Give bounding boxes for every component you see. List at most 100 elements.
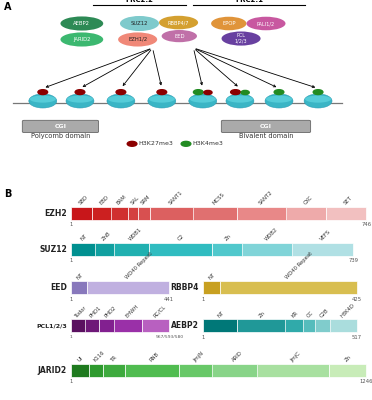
Text: VEFS: VEFS bbox=[319, 229, 332, 242]
Text: NT: NT bbox=[80, 234, 88, 242]
Text: WD40 Repeat: WD40 Repeat bbox=[125, 251, 154, 280]
Bar bbox=[326, 207, 366, 220]
Ellipse shape bbox=[149, 96, 175, 103]
Circle shape bbox=[313, 90, 323, 94]
FancyBboxPatch shape bbox=[22, 120, 99, 132]
Text: H3K4D: H3K4D bbox=[340, 302, 356, 318]
Bar bbox=[179, 364, 213, 377]
Bar bbox=[71, 364, 89, 377]
Circle shape bbox=[181, 141, 191, 146]
Text: JARID2: JARID2 bbox=[73, 37, 91, 42]
Text: 567/593/580: 567/593/580 bbox=[155, 335, 183, 339]
Bar bbox=[330, 320, 357, 332]
Text: NT: NT bbox=[76, 272, 84, 280]
Text: B: B bbox=[4, 189, 11, 199]
Bar bbox=[286, 207, 326, 220]
Circle shape bbox=[204, 90, 212, 94]
Circle shape bbox=[241, 90, 249, 94]
Ellipse shape bbox=[265, 94, 293, 108]
Text: JARID2: JARID2 bbox=[38, 366, 67, 375]
Ellipse shape bbox=[190, 96, 216, 103]
Ellipse shape bbox=[61, 32, 103, 46]
Text: 1: 1 bbox=[69, 296, 73, 302]
Text: RC/CL: RC/CL bbox=[152, 304, 166, 318]
Text: WDB1: WDB1 bbox=[128, 227, 143, 242]
Bar bbox=[125, 364, 179, 377]
Text: TR: TR bbox=[110, 354, 119, 363]
Text: PHD1: PHD1 bbox=[89, 305, 103, 318]
Text: EED: EED bbox=[50, 283, 67, 292]
Text: ZnB: ZnB bbox=[102, 231, 112, 242]
Text: 1: 1 bbox=[69, 258, 73, 263]
Text: Polycomb domain: Polycomb domain bbox=[31, 134, 90, 140]
Text: Bivalent domain: Bivalent domain bbox=[239, 134, 293, 140]
Text: CXC: CXC bbox=[303, 195, 314, 206]
Bar bbox=[92, 207, 112, 220]
Bar bbox=[292, 243, 353, 256]
Ellipse shape bbox=[159, 16, 198, 29]
Text: PALI1/2: PALI1/2 bbox=[257, 21, 275, 26]
Text: SET: SET bbox=[343, 196, 353, 206]
Bar bbox=[257, 364, 329, 377]
Ellipse shape bbox=[66, 94, 94, 108]
Ellipse shape bbox=[211, 17, 246, 30]
Text: CGI: CGI bbox=[260, 124, 272, 129]
Circle shape bbox=[116, 90, 126, 94]
Text: 517: 517 bbox=[352, 335, 362, 340]
Bar bbox=[243, 243, 292, 256]
Bar bbox=[114, 243, 149, 256]
Text: A: A bbox=[4, 2, 11, 12]
Ellipse shape bbox=[67, 96, 93, 103]
Text: EHWH: EHWH bbox=[125, 303, 140, 318]
Ellipse shape bbox=[148, 94, 176, 108]
Text: EZH1/2: EZH1/2 bbox=[128, 37, 147, 42]
Text: EPOP: EPOP bbox=[222, 21, 235, 26]
Circle shape bbox=[75, 90, 85, 94]
Bar bbox=[89, 364, 103, 377]
Text: SUZ12: SUZ12 bbox=[131, 21, 148, 26]
Bar bbox=[237, 207, 287, 220]
Text: H3K27me3: H3K27me3 bbox=[138, 141, 173, 146]
Bar bbox=[103, 364, 125, 377]
Text: PCL1/2/3: PCL1/2/3 bbox=[36, 323, 67, 328]
Bar bbox=[203, 320, 237, 332]
Ellipse shape bbox=[189, 94, 217, 108]
Text: C2B: C2B bbox=[320, 307, 330, 318]
Bar bbox=[128, 207, 138, 220]
Bar bbox=[150, 207, 193, 220]
Circle shape bbox=[157, 90, 167, 94]
Ellipse shape bbox=[29, 94, 57, 108]
Text: 425: 425 bbox=[352, 296, 362, 302]
Text: 1: 1 bbox=[69, 379, 73, 384]
Text: JmjC: JmjC bbox=[290, 351, 302, 363]
Bar bbox=[95, 243, 115, 256]
Text: SUZ12: SUZ12 bbox=[39, 245, 67, 254]
Text: BAM: BAM bbox=[116, 194, 128, 206]
Text: PRC2.2: PRC2.2 bbox=[126, 0, 153, 3]
Circle shape bbox=[127, 141, 137, 146]
Text: JmjN: JmjN bbox=[192, 351, 205, 363]
Ellipse shape bbox=[30, 96, 56, 103]
Ellipse shape bbox=[304, 94, 332, 108]
Bar bbox=[315, 320, 331, 332]
Ellipse shape bbox=[107, 94, 135, 108]
Text: MCSS: MCSS bbox=[212, 192, 226, 206]
Text: KR: KR bbox=[291, 310, 299, 318]
Ellipse shape bbox=[246, 17, 285, 30]
Text: RBBP4/7: RBBP4/7 bbox=[168, 20, 189, 25]
Text: UI: UI bbox=[76, 356, 84, 363]
Bar bbox=[304, 320, 315, 332]
Text: K116: K116 bbox=[93, 350, 106, 363]
Ellipse shape bbox=[118, 32, 157, 46]
Text: EBD: EBD bbox=[98, 195, 109, 206]
Bar bbox=[149, 243, 212, 256]
Text: 739: 739 bbox=[349, 258, 358, 263]
Text: EZH2: EZH2 bbox=[44, 209, 67, 218]
Text: RNB: RNB bbox=[148, 352, 160, 363]
Text: SBD: SBD bbox=[78, 195, 89, 206]
Text: 1: 1 bbox=[69, 222, 73, 227]
Text: Tudor: Tudor bbox=[75, 304, 89, 318]
Bar bbox=[193, 207, 237, 220]
Bar bbox=[99, 320, 115, 332]
Bar bbox=[285, 320, 304, 332]
